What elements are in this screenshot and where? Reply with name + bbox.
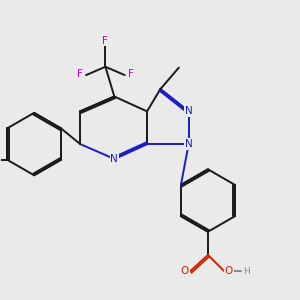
Text: O: O — [181, 266, 189, 276]
Text: F: F — [77, 69, 83, 79]
Text: O: O — [225, 266, 233, 276]
Text: F: F — [128, 69, 134, 79]
Text: N: N — [185, 139, 193, 149]
Text: N: N — [110, 154, 118, 164]
Text: H: H — [243, 267, 249, 276]
Text: N: N — [185, 106, 193, 116]
Text: F: F — [103, 36, 108, 46]
